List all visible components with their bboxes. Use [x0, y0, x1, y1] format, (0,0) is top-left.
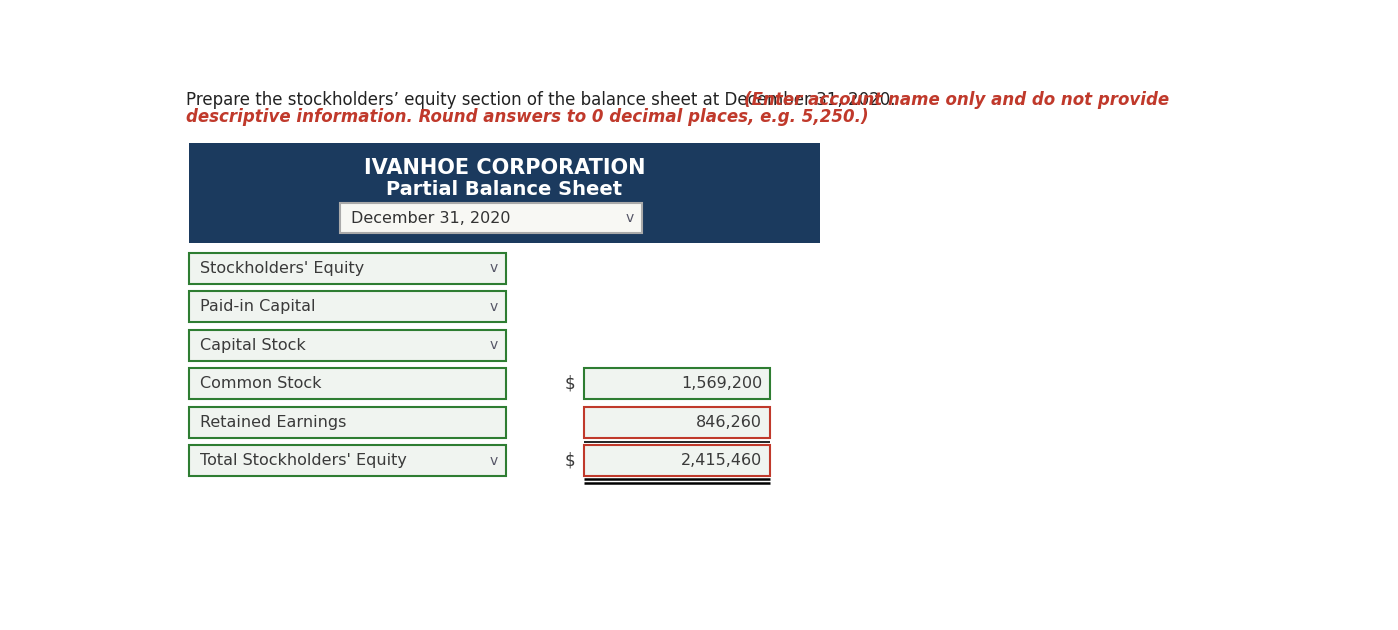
Text: Retained Earnings: Retained Earnings [200, 415, 345, 430]
Text: Paid-in Capital: Paid-in Capital [200, 299, 315, 314]
Text: 846,260: 846,260 [696, 415, 762, 430]
Text: Partial Balance Sheet: Partial Balance Sheet [386, 180, 622, 199]
Text: Stockholders' Equity: Stockholders' Equity [200, 261, 363, 275]
Text: (Enter account name only and do not provide: (Enter account name only and do not prov… [744, 91, 1170, 109]
FancyBboxPatch shape [340, 203, 642, 232]
FancyBboxPatch shape [189, 291, 506, 322]
FancyBboxPatch shape [189, 407, 506, 437]
Text: $: $ [565, 375, 576, 392]
Text: $: $ [565, 452, 576, 469]
Text: IVANHOE CORPORATION: IVANHOE CORPORATION [363, 158, 646, 178]
Text: December 31, 2020: December 31, 2020 [351, 210, 510, 226]
Text: v: v [489, 261, 498, 275]
Text: v: v [489, 338, 498, 352]
FancyBboxPatch shape [189, 368, 506, 399]
Text: 1,569,200: 1,569,200 [681, 376, 762, 391]
Text: Total Stockholders' Equity: Total Stockholders' Equity [200, 453, 407, 468]
FancyBboxPatch shape [584, 407, 770, 437]
Text: v: v [489, 454, 498, 467]
FancyBboxPatch shape [189, 144, 821, 243]
Text: Common Stock: Common Stock [200, 376, 322, 391]
Text: Prepare the stockholders’ equity section of the balance sheet at December 31, 20: Prepare the stockholders’ equity section… [186, 91, 902, 109]
Text: descriptive information. Round answers to 0 decimal places, e.g. 5,250.): descriptive information. Round answers t… [186, 108, 870, 126]
Text: v: v [489, 300, 498, 314]
Text: Capital Stock: Capital Stock [200, 338, 305, 353]
FancyBboxPatch shape [189, 253, 506, 284]
FancyBboxPatch shape [584, 368, 770, 399]
FancyBboxPatch shape [584, 445, 770, 476]
Text: v: v [625, 211, 633, 225]
FancyBboxPatch shape [189, 329, 506, 360]
FancyBboxPatch shape [189, 445, 506, 476]
Text: 2,415,460: 2,415,460 [681, 453, 762, 468]
